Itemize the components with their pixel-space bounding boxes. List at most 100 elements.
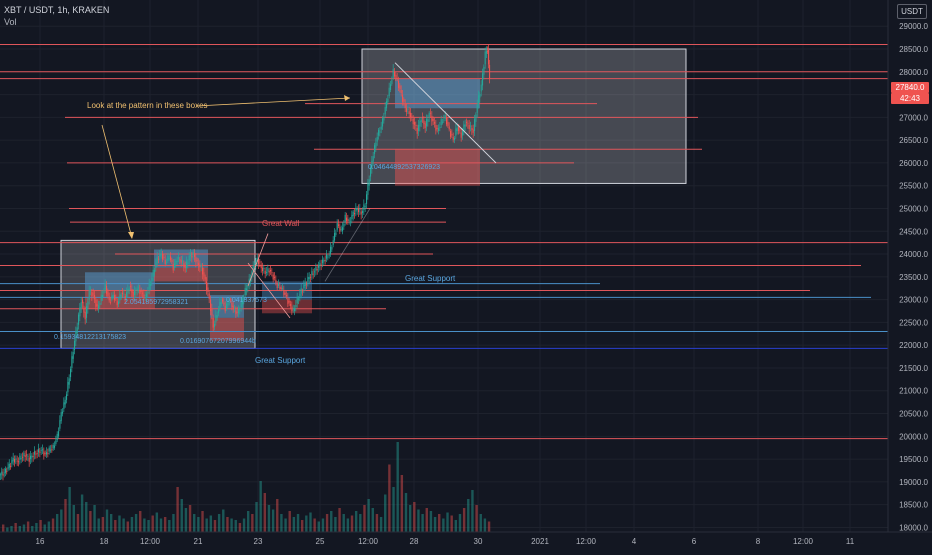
volume-bar bbox=[263, 493, 267, 532]
volume-bar bbox=[126, 521, 129, 532]
symbol-label[interactable]: XBT / USDT, 1h, KRAKEN bbox=[4, 5, 110, 15]
candle-body bbox=[308, 277, 310, 280]
currency-badge[interactable]: USDT bbox=[897, 4, 927, 19]
candle-body bbox=[339, 226, 341, 232]
candle-body bbox=[382, 118, 384, 127]
volume-label[interactable]: Vol bbox=[4, 17, 17, 27]
candle-body bbox=[166, 262, 168, 264]
volume-bar bbox=[342, 514, 345, 532]
fib-zone bbox=[395, 149, 480, 186]
candle-body bbox=[170, 256, 172, 261]
volume-bar bbox=[296, 514, 300, 532]
fib-label: 0.15934812213175823 bbox=[54, 334, 126, 341]
candle-body bbox=[311, 271, 313, 276]
volume-bar bbox=[429, 511, 433, 532]
candle-body bbox=[395, 74, 397, 79]
volume-bar bbox=[400, 475, 404, 532]
candle-body bbox=[246, 288, 248, 291]
volume-bar bbox=[176, 487, 179, 532]
candle-body bbox=[410, 112, 412, 117]
price-tick-label: 24500.0 bbox=[899, 227, 928, 236]
candle-body bbox=[267, 268, 269, 272]
candle-body bbox=[172, 263, 174, 271]
candle-body bbox=[55, 440, 57, 444]
candle-body bbox=[420, 119, 422, 122]
candle-body bbox=[388, 87, 390, 97]
price-tick-label: 20000.0 bbox=[899, 432, 928, 441]
volume-bar bbox=[487, 521, 491, 532]
volume-bar bbox=[367, 499, 370, 532]
volume-bar bbox=[242, 518, 246, 532]
volume-bar bbox=[14, 523, 17, 532]
candle-body bbox=[230, 299, 232, 301]
candle-body bbox=[216, 315, 218, 318]
candle-body bbox=[83, 305, 85, 313]
candle-body bbox=[227, 302, 229, 306]
candle-body bbox=[372, 156, 374, 162]
candle-body bbox=[74, 341, 76, 350]
candle-body bbox=[158, 258, 160, 260]
candle-body bbox=[266, 272, 268, 273]
time-tick-label: 12:00 bbox=[793, 537, 814, 546]
candle-body bbox=[283, 290, 285, 296]
candle-body bbox=[310, 276, 312, 278]
candle-body bbox=[331, 247, 333, 250]
candle-body bbox=[18, 461, 20, 463]
candle-body bbox=[392, 69, 394, 78]
candle-body bbox=[28, 457, 30, 462]
volume-bar bbox=[421, 514, 424, 532]
candle-body bbox=[467, 123, 469, 125]
annotation-arrow bbox=[195, 97, 351, 107]
candle-body bbox=[260, 264, 262, 269]
candle-body bbox=[174, 263, 176, 268]
volume-bar bbox=[184, 508, 188, 532]
candle-body bbox=[423, 120, 425, 125]
volume-bar bbox=[18, 526, 22, 532]
candle-body bbox=[464, 124, 466, 127]
candle-body bbox=[123, 293, 125, 295]
candle-body bbox=[135, 292, 137, 294]
time-tick-label: 8 bbox=[756, 537, 761, 546]
volume-bar bbox=[317, 521, 320, 532]
candle-body bbox=[240, 302, 242, 308]
candle-body bbox=[91, 292, 93, 297]
candle-body bbox=[59, 420, 61, 429]
candle-body bbox=[130, 285, 132, 287]
candle-body bbox=[335, 232, 337, 236]
candle-body bbox=[312, 273, 314, 275]
candle-body bbox=[152, 269, 154, 277]
volume-bar bbox=[467, 499, 470, 532]
candle-body bbox=[90, 289, 92, 291]
volume-bar bbox=[193, 514, 196, 532]
volume-bar bbox=[300, 520, 304, 532]
candle-body bbox=[343, 223, 345, 227]
candle-body bbox=[346, 217, 348, 221]
volume-bar bbox=[417, 509, 420, 532]
candle-body bbox=[328, 255, 330, 257]
candle-body bbox=[294, 307, 296, 312]
candle-body bbox=[190, 254, 192, 257]
candle-body bbox=[268, 270, 270, 273]
candle-body bbox=[332, 240, 334, 245]
candle-body bbox=[198, 263, 200, 266]
candle-body bbox=[114, 295, 116, 301]
candle-body bbox=[54, 445, 56, 448]
candle-body bbox=[142, 292, 144, 294]
candle-body bbox=[367, 183, 369, 195]
price-tick-label: 29000.0 bbox=[899, 22, 928, 31]
candle-body bbox=[42, 449, 44, 451]
volume-bar bbox=[64, 499, 67, 532]
volume-bar bbox=[271, 509, 275, 532]
volume-bar bbox=[172, 514, 175, 532]
candle-body bbox=[235, 310, 237, 315]
candle-body bbox=[111, 295, 113, 300]
volume-bar bbox=[60, 509, 63, 532]
drawings bbox=[101, 62, 497, 319]
candle-body bbox=[304, 282, 306, 286]
candle-body bbox=[348, 219, 350, 221]
candle-body bbox=[2, 473, 4, 476]
volume-bar bbox=[450, 515, 453, 532]
